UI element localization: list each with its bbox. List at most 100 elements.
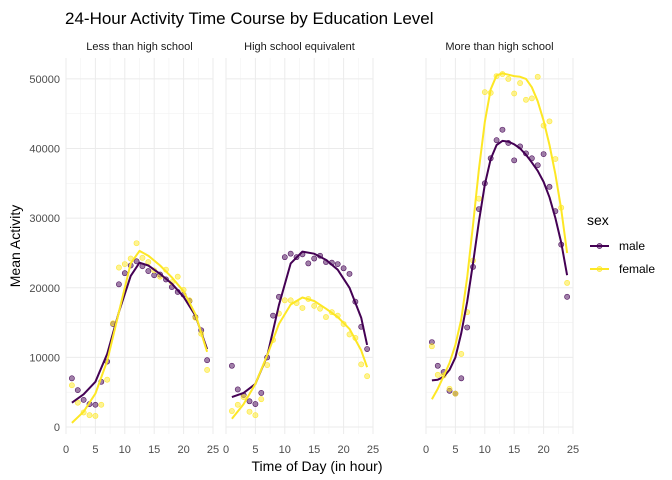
legend-title: sex	[587, 212, 609, 228]
data-point-male	[287, 250, 294, 257]
data-point-female	[204, 367, 211, 373]
legend-label: male	[619, 239, 645, 253]
data-point-female	[452, 390, 459, 397]
facet-panel: More than high school	[425, 41, 574, 434]
data-point-male	[464, 324, 471, 331]
smooth-line-female	[431, 72, 569, 400]
chart-panels: Less than high school High school equival…	[65, 41, 574, 434]
data-point-male	[499, 126, 506, 133]
data-point-female	[121, 261, 128, 268]
x-tick-label: 15	[148, 444, 160, 456]
data-point-female	[323, 314, 329, 320]
data-point-female	[252, 412, 259, 419]
data-point-female	[546, 118, 553, 125]
data-point-female	[287, 297, 294, 304]
data-point-female	[281, 297, 288, 304]
data-point-female	[240, 394, 247, 400]
y-tick-labels: 0 10000 20000 30000 40000 50000	[29, 74, 60, 434]
data-point-male	[92, 401, 99, 408]
data-point-male	[540, 151, 547, 157]
data-point-female	[133, 240, 140, 247]
data-point-female	[358, 361, 365, 368]
smooth-line-female	[71, 249, 209, 424]
legend-point	[596, 243, 603, 249]
data-point-female	[139, 254, 146, 261]
data-point-female	[476, 195, 482, 202]
data-point-female	[246, 408, 253, 415]
data-point-female	[74, 399, 81, 406]
data-point-female	[104, 376, 111, 383]
data-point-male	[511, 157, 518, 164]
major-gridlines	[425, 58, 574, 434]
data-point-male	[493, 137, 500, 144]
smooth-line-male	[71, 261, 209, 404]
data-point-female	[434, 371, 441, 378]
data-point-male	[458, 375, 465, 382]
legend-label: female	[619, 262, 655, 276]
x-tick-label: 10	[279, 444, 291, 456]
data-point-male	[116, 281, 122, 288]
data-point-male	[434, 362, 441, 369]
y-tick-label: 20000	[29, 283, 60, 295]
x-tick-label: 0	[223, 444, 229, 456]
legend-key-male: male	[590, 239, 645, 253]
x-tick-label: 0	[423, 444, 429, 456]
smooth-line-female	[231, 296, 369, 420]
major-gridlines	[65, 58, 214, 434]
y-tick-label: 10000	[29, 352, 60, 364]
data-point-male	[340, 265, 347, 272]
x-tick-label: 15	[508, 444, 520, 456]
data-point-female	[145, 259, 152, 265]
data-point-male	[334, 261, 341, 268]
data-point-male	[270, 312, 276, 319]
x-tick-label: 15	[308, 444, 320, 456]
data-point-male	[68, 375, 75, 382]
minor-gridlines	[226, 58, 373, 434]
smooth-line-male	[431, 139, 569, 382]
minor-gridlines	[426, 58, 573, 434]
x-tick-label: 25	[367, 444, 379, 456]
data-point-female	[258, 396, 265, 403]
minor-gridlines	[66, 58, 213, 434]
data-point-male	[364, 346, 371, 352]
data-point-female	[534, 73, 541, 80]
data-point-female	[234, 401, 241, 408]
major-gridlines	[225, 58, 374, 434]
facet-panel: High school equivalent	[225, 41, 374, 434]
data-point-male	[121, 270, 128, 277]
data-point-female	[428, 343, 435, 350]
data-point-female	[264, 362, 271, 368]
y-tick-label: 0	[54, 422, 60, 434]
data-point-female	[317, 305, 323, 312]
y-tick-label: 40000	[29, 144, 60, 156]
x-tick-label: 10	[119, 444, 131, 456]
x-tick-label: 25	[567, 444, 579, 456]
data-point-male	[133, 258, 140, 265]
data-point-female	[511, 90, 518, 97]
data-point-female	[528, 95, 535, 102]
x-tick-label: 5	[92, 444, 98, 456]
x-tick-label: 20	[537, 444, 549, 456]
chart-title: 24-Hour Activity Time Course by Educatio…	[65, 9, 434, 28]
data-point-female	[505, 75, 512, 82]
legend: sex male female	[587, 212, 655, 276]
data-point-male	[252, 401, 259, 407]
data-point-male	[145, 268, 152, 274]
data-point-female	[564, 280, 571, 286]
facet-strip-label: More than high school	[445, 41, 553, 53]
data-point-male	[204, 357, 211, 364]
facet-panel: Less than high school	[65, 41, 214, 434]
data-point-female	[86, 412, 93, 419]
legend-key-female: female	[590, 262, 655, 276]
data-point-male	[546, 183, 553, 190]
data-point-female	[68, 382, 75, 389]
data-point-male	[228, 362, 235, 369]
data-point-male	[564, 293, 571, 300]
data-point-female	[446, 385, 453, 392]
data-point-female	[523, 96, 529, 103]
data-point-male	[246, 398, 253, 405]
data-point-female	[98, 401, 105, 408]
data-point-male	[534, 162, 541, 169]
data-point-male	[234, 386, 241, 393]
